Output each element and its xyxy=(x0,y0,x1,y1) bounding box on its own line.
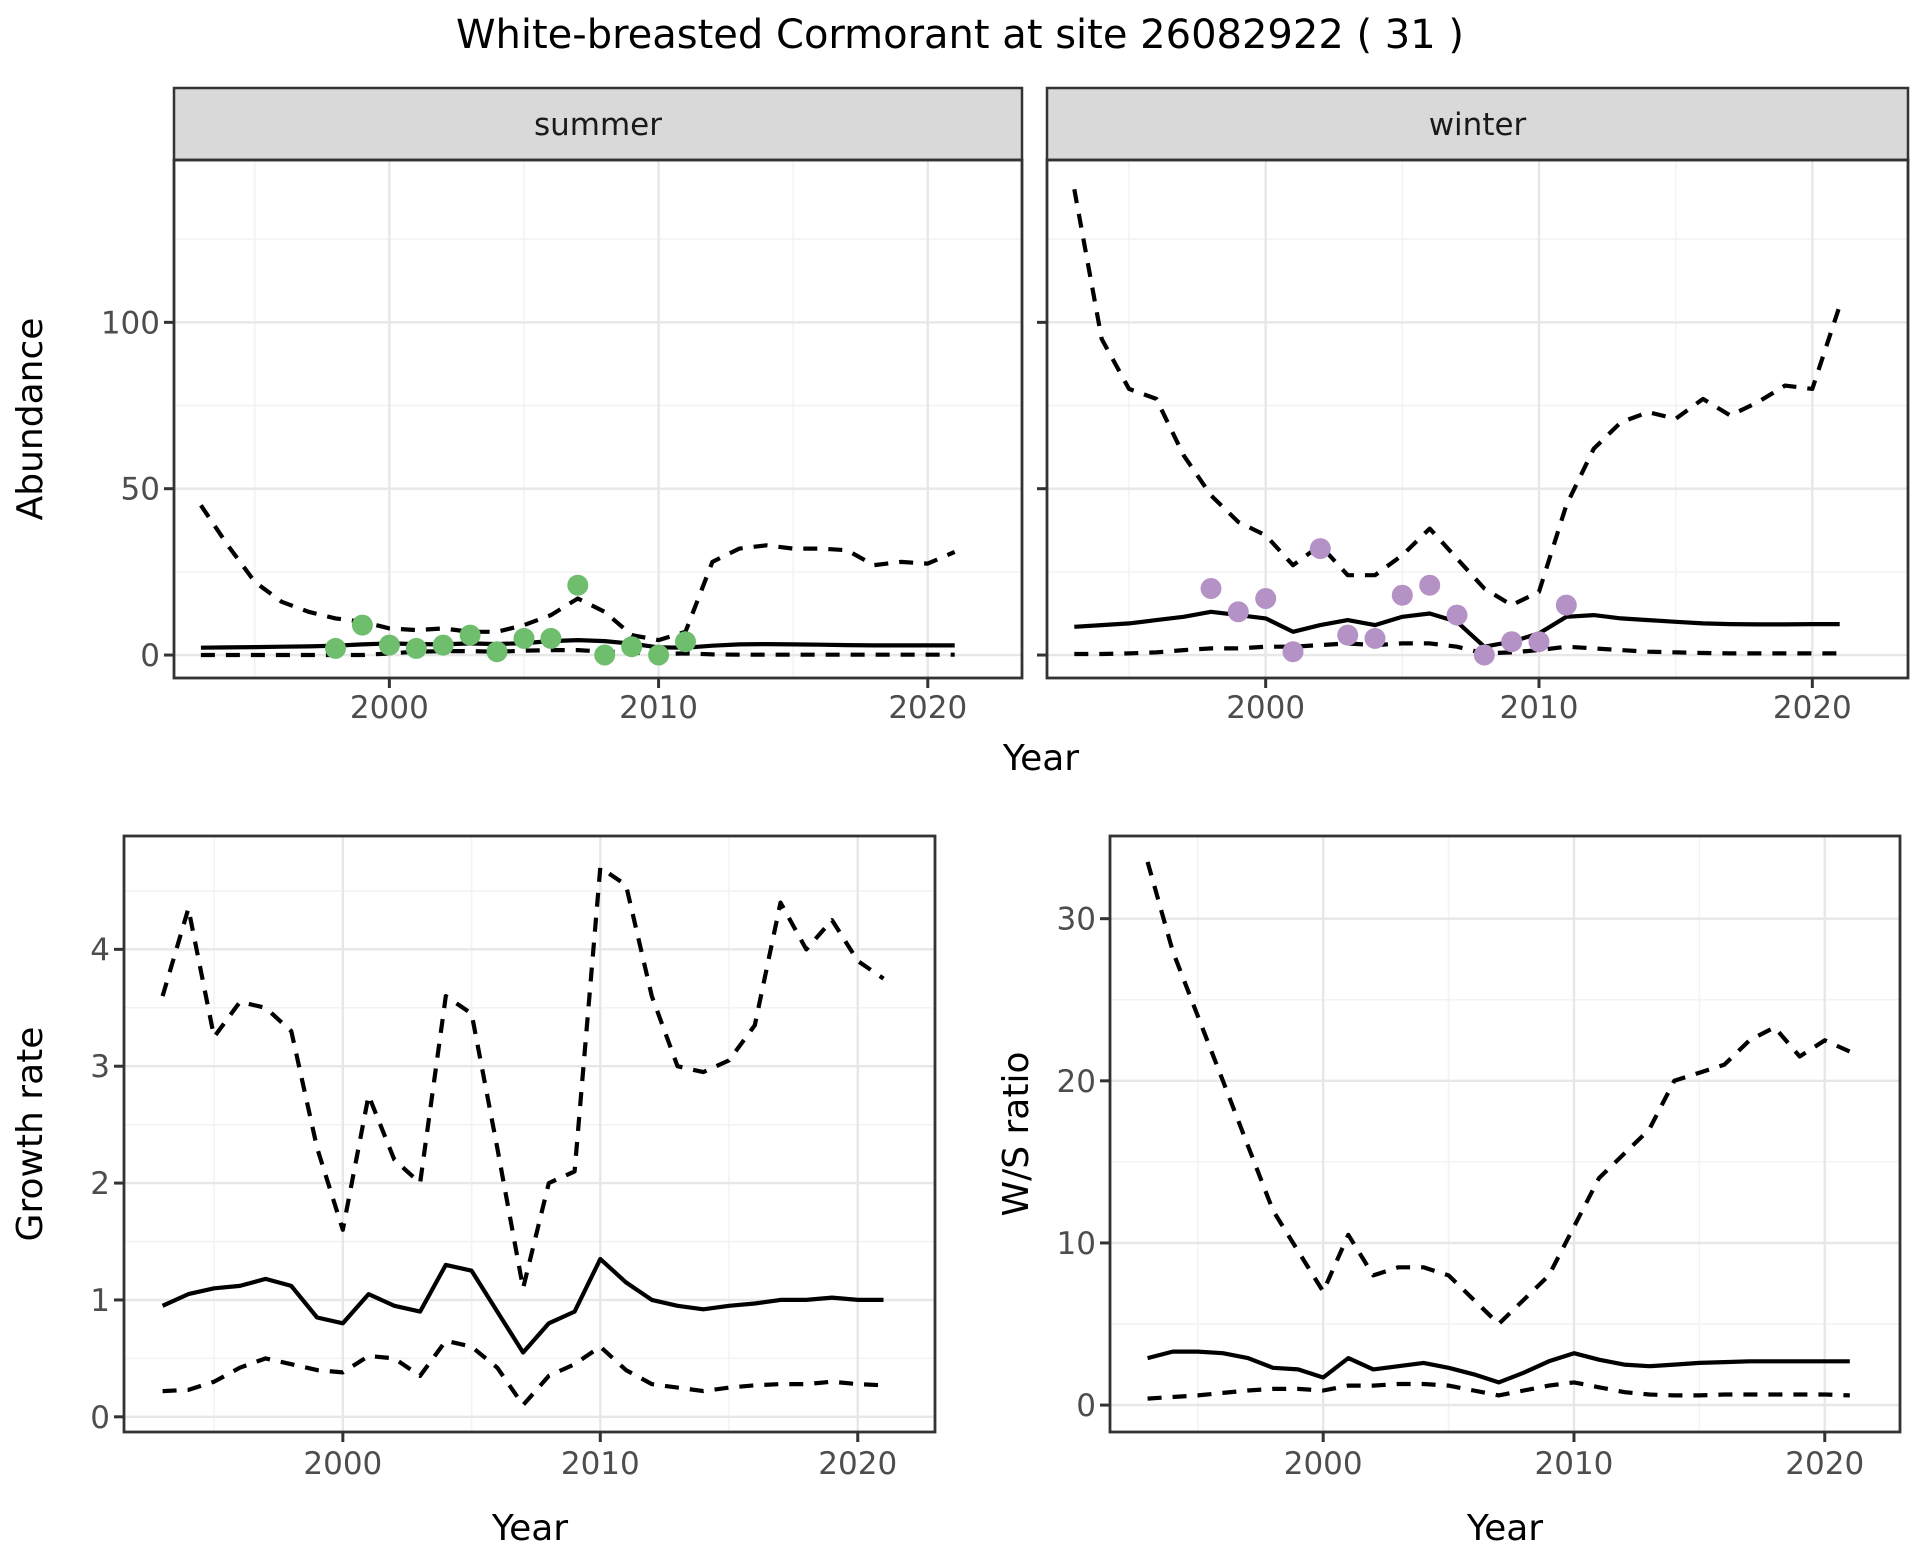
data-point xyxy=(1501,631,1523,653)
x-tick-label: 2020 xyxy=(818,1446,897,1482)
data-point xyxy=(621,636,643,658)
data-point xyxy=(567,574,589,596)
y-tick-label: 0 xyxy=(1076,1388,1096,1424)
data-point xyxy=(1255,588,1277,609)
data-point xyxy=(594,644,616,666)
facet-label: winter xyxy=(1429,107,1527,143)
data-point xyxy=(1528,631,1550,653)
x-tick-label: 2020 xyxy=(1785,1446,1864,1482)
panel-border xyxy=(172,158,1024,680)
data-point xyxy=(1446,604,1468,626)
data-point xyxy=(1227,601,1249,623)
y-tick-label: 0 xyxy=(140,638,160,674)
data-point xyxy=(540,627,562,649)
y-tick-label: 2 xyxy=(90,1166,110,1202)
panel-border xyxy=(1045,158,1910,680)
panel-background xyxy=(1047,160,1908,678)
series-lower-ci xyxy=(200,648,955,658)
data-point xyxy=(1419,574,1441,596)
y-tick-label: 20 xyxy=(1057,1064,1096,1100)
data-point xyxy=(1309,538,1331,560)
panel-border xyxy=(1108,834,1902,1434)
series-lower-ci xyxy=(1074,641,1840,657)
panel-background xyxy=(174,160,1022,678)
series-upper-ci xyxy=(199,504,956,643)
data-point xyxy=(351,614,373,636)
x-tick-label: 2000 xyxy=(303,1446,382,1482)
data-point xyxy=(1473,644,1495,666)
y-tick-label: 1 xyxy=(90,1283,110,1319)
data-point xyxy=(1364,627,1386,649)
y-tick-label: 30 xyxy=(1057,902,1096,938)
x-tick-label: 2010 xyxy=(1500,690,1579,726)
ws-axis-title: W/S ratio xyxy=(996,1051,1037,1216)
data-point xyxy=(486,641,508,663)
series-median xyxy=(161,1256,884,1355)
x-tick-label: 2010 xyxy=(619,690,698,726)
y-tick-label: 100 xyxy=(101,305,160,341)
x-tick-label: 2010 xyxy=(561,1446,640,1482)
data-point xyxy=(378,634,400,656)
ws-x-axis-title: Year xyxy=(1466,1508,1543,1549)
growth-axis-title: Growth rate xyxy=(10,1027,51,1242)
y-tick-label: 50 xyxy=(121,472,160,508)
data-point xyxy=(513,627,535,649)
x-tick-label: 2000 xyxy=(1284,1446,1363,1482)
x-tick-label: 2010 xyxy=(1535,1446,1614,1482)
panel-border xyxy=(122,834,937,1434)
data-point xyxy=(1391,584,1413,606)
x-tick-label: 2020 xyxy=(888,690,967,726)
panel-ws-ratio: 2000 2010 2020 0 10 20 30 xyxy=(1057,834,1902,1482)
data-point xyxy=(675,631,696,653)
data-point xyxy=(1282,641,1304,663)
y-tick-label: 3 xyxy=(90,1049,110,1085)
y-tick-label: 0 xyxy=(90,1400,110,1436)
y-tick-label: 10 xyxy=(1057,1226,1096,1262)
data-point xyxy=(1200,578,1222,599)
x-tick-label: 2000 xyxy=(1226,690,1305,726)
x-tick-label: 2000 xyxy=(350,690,429,726)
facet-strip xyxy=(172,86,1024,162)
data-point xyxy=(1337,624,1359,646)
data-point xyxy=(648,644,670,666)
panel-background xyxy=(124,836,935,1432)
series-median xyxy=(1147,1349,1850,1385)
data-point xyxy=(1555,594,1577,616)
top-x-axis-title: Year xyxy=(1002,738,1079,779)
series-lower-ci xyxy=(162,1338,884,1408)
y-tick-label: 4 xyxy=(90,932,110,968)
series-lower-ci xyxy=(1147,1380,1850,1401)
abundance-axis-title: Abundance xyxy=(10,318,51,521)
x-tick-label: 2020 xyxy=(1773,690,1852,726)
data-point xyxy=(325,637,346,659)
panel-abundance-summer: summer 2000 2010 2020 0 50 100 xyxy=(101,86,1024,726)
data-point xyxy=(405,637,427,659)
panel-growth-rate: 2000 2010 2020 0 1 2 3 4 xyxy=(90,834,937,1482)
panel-abundance-winter: winter 2000 2010 2020 xyxy=(1037,86,1910,726)
growth-x-axis-title: Year xyxy=(491,1508,568,1549)
facet-label: summer xyxy=(534,107,662,143)
data-point xyxy=(459,624,481,646)
series-upper-ci xyxy=(1072,188,1842,608)
data-point xyxy=(432,634,454,656)
figure-title: White-breasted Cormorant at site 2608292… xyxy=(456,12,1464,58)
facet-strip xyxy=(1045,86,1910,162)
panel-background xyxy=(1110,836,1900,1432)
